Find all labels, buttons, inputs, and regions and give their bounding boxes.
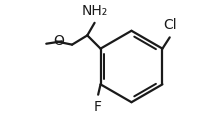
Text: F: F [94, 100, 102, 114]
Text: O: O [54, 34, 64, 48]
Text: Cl: Cl [163, 18, 177, 32]
Text: NH₂: NH₂ [82, 4, 108, 18]
